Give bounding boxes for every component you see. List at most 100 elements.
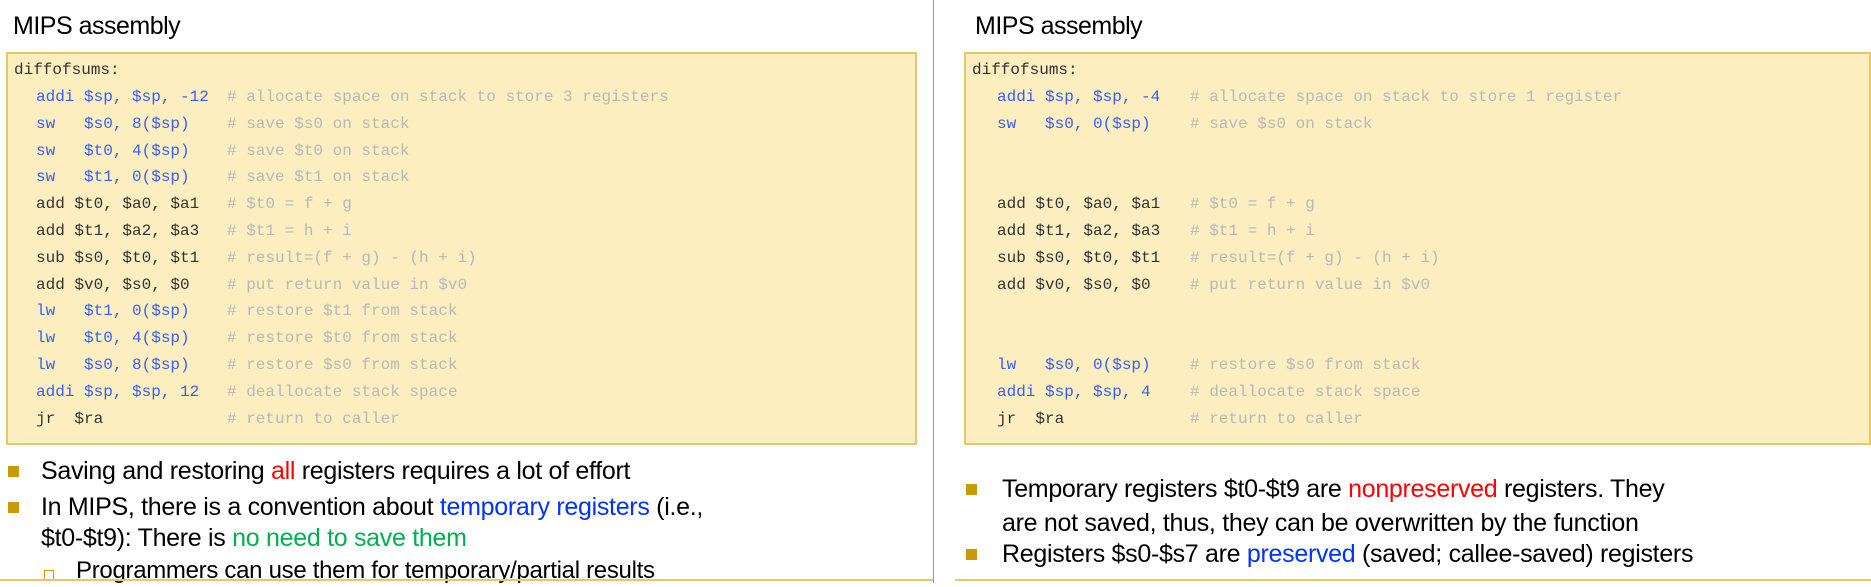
slide-divider	[933, 0, 934, 583]
text: Registers $s0-$s7 are	[1002, 540, 1247, 568]
code-instruction: lw $s0, 8($sp)	[36, 356, 190, 374]
code-instruction: jr $ra	[36, 409, 104, 428]
code-comment: # allocate space on stack to store 1 reg…	[1190, 88, 1623, 106]
code-comment: # allocate space on stack to store 3 reg…	[227, 88, 669, 106]
code-comment: # deallocate stack space	[1190, 382, 1421, 401]
code-comment: # save $t0 on stack	[227, 141, 410, 160]
text: $t0-$t9): There is	[41, 524, 233, 552]
left-title: MIPS assembly	[13, 12, 181, 40]
code-instruction: add $v0, $s0, $0	[997, 275, 1151, 294]
code-instruction: add $t0, $a0, $a1	[36, 195, 200, 214]
code-line: lw $s0, 8($sp) # restore $s0 from stack	[36, 352, 886, 378]
bullet-square-icon	[8, 502, 19, 513]
code-instruction: sw $t1, 0($sp)	[36, 168, 190, 187]
code-line: addi $sp, $sp, 12 # deallocate stack spac…	[36, 379, 886, 405]
code-line: add $t1, $a2, $a3 # $t1 = h + i	[997, 218, 1847, 244]
code-line: sw $s0, 8($sp) # save $s0 on stack	[36, 111, 886, 137]
code-comment: # $t1 = h + i	[227, 222, 352, 240]
code-comment: # $t0 = f + g	[1190, 195, 1315, 214]
text: Temporary registers $t0-$t9 are	[1002, 475, 1349, 503]
code-instruction: lw $t0, 4($sp)	[36, 329, 190, 348]
code-line	[997, 164, 1847, 190]
code-instruction: add $t1, $a2, $a3	[997, 222, 1161, 240]
left-slide: MIPS assembly diffofsums: addi $sp, $sp,…	[0, 0, 933, 584]
code-label: diffofsums:	[972, 61, 1078, 79]
code-comment: # return to caller	[1190, 409, 1363, 428]
left-code-box: diffofsums: addi $sp, $sp, -12 # allocate…	[6, 52, 917, 445]
right-title: MIPS assembly	[975, 12, 1143, 40]
code-line: sw $t0, 4($sp) # save $t0 on stack	[36, 138, 886, 164]
code-line: add $t1, $a2, $a3 # $t1 = h + i	[36, 218, 886, 244]
text: are not saved, thus, they can be overwri…	[1002, 509, 1639, 537]
code-line: addi $sp, $sp, -12 # allocate space on st…	[36, 84, 886, 110]
code-line: lw $t0, 4($sp) # restore $t0 from stack	[36, 325, 886, 351]
code-comment: # deallocate stack space	[227, 382, 458, 401]
highlight-preserved: preserved	[1246, 540, 1356, 568]
code-comment: # restore $s0 from stack	[227, 356, 458, 374]
code-comment: # save $s0 on stack	[227, 114, 410, 133]
text: (i.e.,	[649, 493, 703, 521]
code-line: sub $s0, $t0, $t1 # result=(f + g) - (h +…	[36, 245, 886, 271]
code-comment: # restore $t1 from stack	[227, 302, 458, 321]
code-line: addi $sp, $sp, -4 # allocate space on sta…	[997, 84, 1847, 110]
code-instruction: addi $sp, $sp, -12	[36, 88, 209, 106]
code-instruction: addi $sp, $sp, 4	[997, 382, 1151, 401]
text: (saved; callee-saved) registers	[1355, 540, 1694, 568]
code-instruction: add $t1, $a2, $a3	[36, 222, 200, 240]
highlight-nonpreserved: nonpreserved	[1348, 475, 1498, 503]
code-comment: # put return value in $v0	[1190, 275, 1431, 294]
code-line: sw $t1, 0($sp) # save $t1 on stack	[36, 164, 886, 190]
code-line	[997, 325, 1847, 351]
code-line: add $t0, $a0, $a1 # $t0 = f + g	[36, 191, 886, 217]
code-line: add $v0, $s0, $0 # put return value in $v…	[36, 272, 886, 298]
code-comment: # result=(f + g) - (h + i)	[227, 248, 477, 267]
highlight-all: all	[270, 457, 296, 485]
bottom-rule	[0, 579, 933, 581]
right-slide: MIPS assembly diffofsums: addi $sp, $sp,…	[934, 0, 1871, 583]
highlight-temporary-registers: temporary registers	[439, 493, 650, 521]
text: registers. They	[1497, 475, 1665, 503]
code-instruction: addi $sp, $sp, 12	[36, 382, 200, 401]
code-comment: # restore $t0 from stack	[227, 329, 458, 348]
code-instruction: add $t0, $a0, $a1	[997, 195, 1161, 214]
code-comment: # $t1 = h + i	[1190, 222, 1315, 240]
bottom-rule	[955, 579, 1871, 581]
code-line: jr $ra # return to caller	[997, 406, 1847, 432]
code-line: addi $sp, $sp, 4 # deallocate stack space	[997, 379, 1847, 405]
text: Saving and restoring	[41, 457, 271, 485]
code-instruction: sw $t0, 4($sp)	[36, 141, 190, 160]
code-instruction: jr $ra	[997, 409, 1065, 428]
code-instruction: lw $t1, 0($sp)	[36, 302, 190, 321]
bullet-square-icon	[966, 484, 977, 495]
code-comment: # return to caller	[227, 409, 400, 428]
code-comment: # restore $s0 from stack	[1190, 356, 1421, 374]
code-line: lw $t1, 0($sp) # restore $t1 from stack	[36, 298, 886, 324]
highlight-no-need: no need to save them	[232, 524, 467, 552]
code-line: sw $s0, 0($sp) # save $s0 on stack	[997, 111, 1847, 137]
code-comment: # save $t1 on stack	[227, 168, 410, 187]
code-label: diffofsums:	[14, 61, 120, 79]
right-code-box: diffofsums: addi $sp, $sp, -4 # allocate …	[964, 52, 1871, 445]
code-comment: # put return value in $v0	[227, 275, 468, 294]
code-line: lw $s0, 0($sp) # restore $s0 from stack	[997, 352, 1847, 378]
code-instruction: lw $s0, 0($sp)	[997, 356, 1151, 374]
code-line	[997, 138, 1847, 164]
bullet-square-icon	[8, 466, 19, 477]
text: Programmers can use them for temporary/p…	[76, 557, 655, 584]
text: registers requires a lot of effort	[295, 457, 631, 485]
code-instruction: sub $s0, $t0, $t1	[36, 248, 200, 267]
code-line	[997, 298, 1847, 324]
code-instruction: sub $s0, $t0, $t1	[997, 248, 1161, 267]
code-comment: # save $s0 on stack	[1190, 114, 1373, 133]
code-instruction: add $v0, $s0, $0	[36, 275, 190, 294]
text: In MIPS, there is a convention about	[41, 493, 440, 521]
code-instruction: addi $sp, $sp, -4	[997, 88, 1161, 106]
code-comment: # result=(f + g) - (h + i)	[1190, 248, 1440, 267]
code-line: sub $s0, $t0, $t1 # result=(f + g) - (h +…	[997, 245, 1847, 271]
code-comment: # $t0 = f + g	[227, 195, 352, 214]
bullet-square-icon	[966, 549, 977, 560]
code-instruction: sw $s0, 8($sp)	[36, 114, 190, 133]
code-instruction: sw $s0, 0($sp)	[997, 114, 1151, 133]
code-line: add $t0, $a0, $a1 # $t0 = f + g	[997, 191, 1847, 217]
code-line: jr $ra # return to caller	[36, 406, 886, 432]
